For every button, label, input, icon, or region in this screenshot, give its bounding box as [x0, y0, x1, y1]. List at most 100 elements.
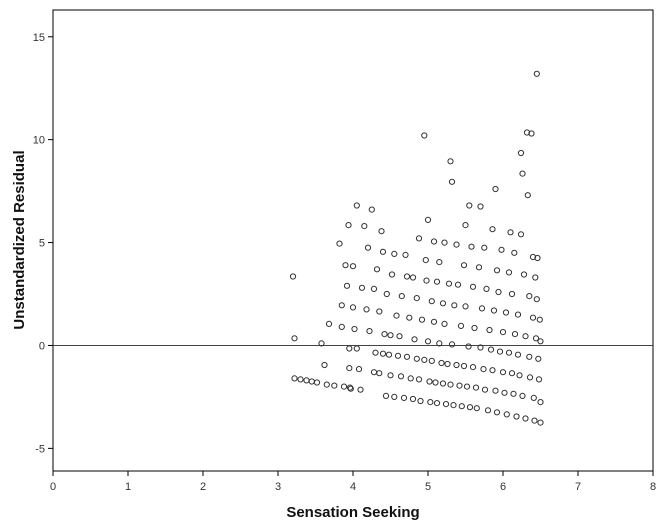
data-point: [346, 365, 353, 372]
data-point: [537, 419, 544, 426]
data-point: [499, 329, 507, 336]
data-point: [347, 385, 354, 392]
data-point: [503, 411, 510, 418]
data-point: [536, 316, 543, 323]
data-point: [523, 129, 531, 136]
data-point: [475, 264, 483, 271]
x-tick-label: 3: [275, 481, 281, 493]
data-point: [524, 192, 531, 199]
data-point: [447, 381, 454, 388]
data-point: [291, 375, 298, 382]
data-point: [409, 274, 417, 281]
data-point: [421, 356, 428, 363]
data-point: [321, 361, 328, 369]
data-point: [529, 253, 537, 261]
data-point: [448, 341, 456, 348]
data-point: [358, 284, 366, 291]
data-point: [472, 384, 480, 391]
data-point: [533, 296, 540, 303]
data-point: [346, 345, 353, 352]
data-point: [502, 309, 510, 316]
data-point: [423, 277, 430, 284]
data-point: [499, 369, 507, 376]
y-axis-title: Unstandardized Residual: [11, 150, 28, 329]
data-point: [507, 229, 514, 236]
data-point: [457, 322, 465, 329]
data-point: [501, 389, 508, 396]
data-point: [436, 340, 443, 347]
data-point: [495, 288, 502, 296]
data-point: [514, 351, 522, 358]
data-point: [477, 344, 484, 351]
data-point: [430, 318, 438, 325]
data-point: [462, 303, 469, 310]
x-tick-label: 8: [650, 481, 656, 493]
data-point: [516, 372, 523, 379]
data-point: [383, 290, 390, 298]
data-point: [379, 350, 387, 357]
data-point: [357, 386, 364, 393]
data-point: [393, 312, 400, 319]
data-point: [498, 246, 505, 253]
data-point: [480, 366, 487, 373]
data-point: [382, 392, 390, 399]
data-point: [396, 333, 403, 340]
data-point: [413, 355, 420, 362]
data-point: [531, 417, 538, 424]
data-point: [376, 370, 383, 377]
data-point: [465, 343, 472, 350]
data-point: [481, 244, 488, 251]
data-point: [456, 382, 463, 389]
x-tick-label: 7: [575, 481, 581, 493]
y-tick-label: 10: [33, 135, 45, 147]
x-tick-label: 6: [500, 481, 506, 493]
data-point: [537, 338, 544, 345]
data-point: [353, 202, 360, 209]
data-point: [379, 248, 387, 255]
x-tick-label: 4: [350, 481, 356, 493]
x-tick-label: 5: [425, 481, 431, 493]
y-tick-label: 0: [39, 340, 45, 352]
data-point: [453, 361, 460, 369]
data-point: [484, 407, 492, 414]
data-point: [463, 383, 471, 390]
data-point: [447, 158, 454, 165]
data-point: [422, 257, 429, 264]
y-tick-label: -5: [35, 443, 45, 455]
data-point: [438, 359, 445, 367]
data-point: [534, 254, 541, 262]
data-point: [466, 202, 473, 209]
data-point: [492, 185, 499, 193]
data-point: [366, 328, 373, 335]
plot-area-frame: [52, 9, 654, 472]
data-point: [458, 403, 465, 410]
data-point: [403, 353, 411, 360]
data-point: [492, 387, 499, 394]
data-point: [338, 323, 345, 330]
data-point: [526, 293, 533, 300]
data-point: [318, 340, 325, 347]
data-point: [466, 404, 474, 411]
data-point: [489, 367, 496, 374]
data-point: [343, 282, 351, 289]
data-point: [439, 380, 447, 387]
data-point: [471, 324, 478, 332]
data-point: [378, 228, 385, 235]
data-point: [444, 360, 451, 368]
data-point: [508, 370, 516, 377]
data-point: [522, 415, 529, 422]
data-point: [340, 383, 348, 390]
data-point: [432, 379, 439, 386]
data-point: [426, 378, 433, 385]
data-point: [486, 326, 493, 334]
data-point: [510, 390, 517, 397]
data-point: [511, 331, 519, 338]
data-point: [450, 402, 457, 409]
data-point: [483, 285, 490, 292]
data-point: [391, 250, 398, 257]
x-axis: 0 1 2 3 4 5 6 7 8: [50, 471, 656, 493]
data-point: [417, 397, 424, 405]
data-point: [477, 203, 484, 210]
x-tick-label: 1: [125, 481, 131, 493]
data-point: [535, 355, 542, 362]
